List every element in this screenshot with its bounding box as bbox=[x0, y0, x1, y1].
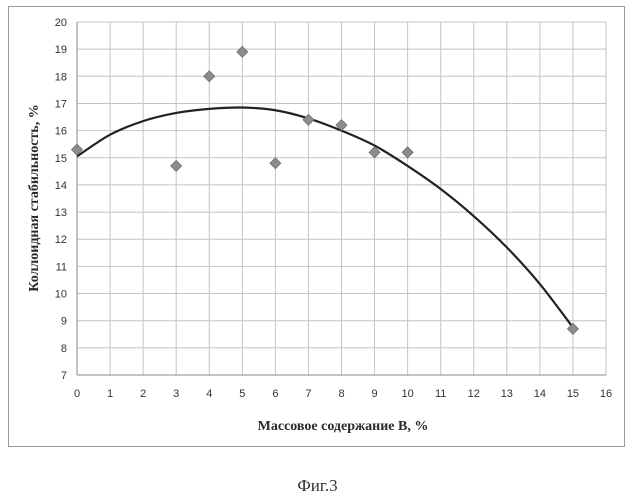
x-axis-title: Массовое содержание В, % bbox=[258, 419, 429, 434]
x-tick-label: 0 bbox=[74, 388, 80, 400]
x-tick-label: 5 bbox=[239, 388, 245, 400]
y-tick-label: 9 bbox=[61, 316, 67, 328]
trendline-curve bbox=[77, 107, 573, 327]
x-tick-label: 16 bbox=[600, 388, 612, 400]
grid-lines bbox=[77, 22, 606, 375]
y-tick-label: 7 bbox=[61, 370, 67, 382]
data-point bbox=[270, 158, 281, 169]
data-point bbox=[303, 114, 314, 125]
x-tick-label: 4 bbox=[206, 388, 212, 400]
y-tick-label: 15 bbox=[55, 153, 67, 165]
x-tick-label: 13 bbox=[501, 388, 513, 400]
x-tick-label: 1 bbox=[107, 388, 113, 400]
y-tick-label: 17 bbox=[55, 98, 67, 110]
data-point bbox=[204, 71, 215, 82]
figure-caption: Фиг.3 bbox=[0, 476, 635, 496]
x-tick-label: 2 bbox=[140, 388, 146, 400]
y-tick-label: 10 bbox=[55, 289, 67, 301]
x-tick-label: 15 bbox=[567, 388, 579, 400]
x-tick-label: 3 bbox=[173, 388, 179, 400]
scatter-chart: 0123456789101112131415167891011121314151… bbox=[0, 0, 635, 460]
y-tick-label: 14 bbox=[55, 180, 67, 192]
x-tick-label: 6 bbox=[272, 388, 278, 400]
x-tick-label: 12 bbox=[468, 388, 480, 400]
x-tick-label: 10 bbox=[402, 388, 414, 400]
trendline bbox=[77, 107, 573, 327]
x-tick-label: 11 bbox=[435, 388, 446, 400]
data-point bbox=[402, 147, 413, 158]
x-tick-label: 8 bbox=[338, 388, 344, 400]
y-tick-label: 20 bbox=[55, 17, 67, 29]
tick-labels: 0123456789101112131415167891011121314151… bbox=[55, 17, 612, 400]
y-tick-label: 11 bbox=[56, 261, 67, 273]
x-tick-label: 7 bbox=[305, 388, 311, 400]
x-tick-label: 9 bbox=[372, 388, 378, 400]
x-tick-label: 14 bbox=[534, 388, 546, 400]
y-tick-label: 12 bbox=[55, 234, 67, 246]
data-point bbox=[171, 160, 182, 171]
y-tick-label: 13 bbox=[55, 207, 67, 219]
data-points bbox=[72, 46, 579, 334]
y-tick-label: 16 bbox=[55, 126, 67, 138]
data-point bbox=[567, 323, 578, 334]
y-tick-label: 18 bbox=[55, 71, 67, 83]
y-tick-label: 19 bbox=[55, 44, 67, 56]
data-point bbox=[237, 46, 248, 57]
y-axis-title: Коллоидная стабильность, % bbox=[27, 104, 42, 291]
y-tick-label: 8 bbox=[61, 343, 67, 355]
